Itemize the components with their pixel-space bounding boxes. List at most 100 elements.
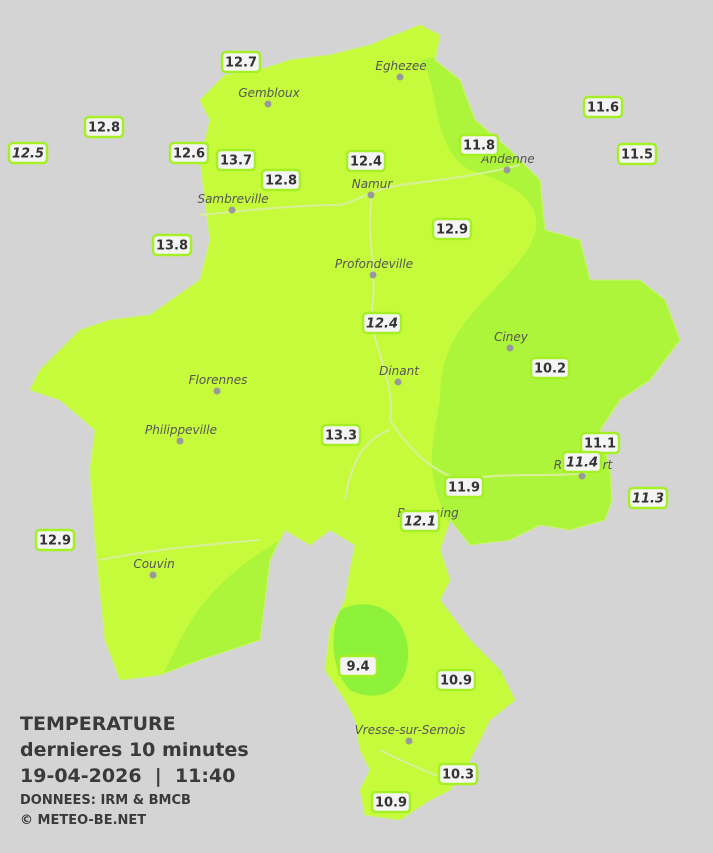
legend: TEMPERATURE dernieres 10 minutes 19-04-2… bbox=[20, 713, 249, 828]
station: 11.1 bbox=[579, 431, 621, 455]
station-value: 12.8 bbox=[265, 174, 297, 189]
legend-source: DONNEES: IRM & BMCB bbox=[20, 793, 191, 808]
station: 13.3 bbox=[320, 423, 362, 447]
station-value: 10.2 bbox=[534, 362, 566, 377]
city-dot bbox=[578, 472, 586, 480]
station: 12.5 bbox=[7, 141, 49, 165]
station: 12.7 bbox=[220, 50, 262, 74]
station: 11.3 bbox=[627, 486, 669, 510]
station-value: 10.9 bbox=[440, 674, 472, 689]
city-dot bbox=[369, 271, 377, 279]
station-value: 13.7 bbox=[220, 154, 252, 169]
station-value: 11.9 bbox=[448, 481, 480, 496]
station: 12.4 bbox=[361, 311, 403, 335]
station-box bbox=[443, 475, 485, 499]
station-box bbox=[34, 528, 76, 552]
station: 13.7 bbox=[215, 148, 257, 172]
stations: 12.7 12.8 12.5 12.6 13.7 12.8 12.4 11.6 11.8 11.5… bbox=[7, 50, 669, 814]
city-name: Philippeville bbox=[145, 423, 217, 437]
station: 12.9 bbox=[431, 217, 473, 241]
station-box bbox=[627, 486, 669, 510]
station-box bbox=[437, 762, 479, 786]
station-box bbox=[83, 115, 125, 139]
station-box bbox=[435, 668, 477, 692]
city-dot bbox=[264, 100, 272, 108]
city-name: Dinant bbox=[379, 364, 420, 378]
city-dot bbox=[228, 206, 236, 214]
station-box bbox=[215, 148, 257, 172]
city-dot bbox=[506, 344, 514, 352]
station: 11.9 bbox=[443, 475, 485, 499]
station-value: 12.9 bbox=[436, 223, 468, 238]
station-value: 12.5 bbox=[12, 147, 44, 162]
station-value: 12.6 bbox=[173, 147, 205, 162]
station-box bbox=[561, 450, 603, 474]
station: 10.9 bbox=[370, 790, 412, 814]
station-box bbox=[616, 142, 658, 166]
legend-title: TEMPERATURE bbox=[20, 713, 176, 735]
station: 12.8 bbox=[83, 115, 125, 139]
station-value: 11.1 bbox=[584, 437, 616, 452]
station-box bbox=[7, 141, 49, 165]
station-box bbox=[337, 654, 379, 678]
city-name: Namur bbox=[352, 177, 394, 191]
station: 12.6 bbox=[168, 141, 210, 165]
legend-subtitle: dernieres 10 minutes bbox=[20, 739, 249, 761]
legend-datetime: 19-04-2026 | 11:40 bbox=[20, 765, 235, 787]
city-dot bbox=[405, 737, 413, 745]
station-box bbox=[370, 790, 412, 814]
city-dot bbox=[503, 166, 511, 174]
station-box bbox=[529, 356, 571, 380]
station-box bbox=[458, 133, 500, 157]
city-dot bbox=[396, 73, 404, 81]
station-box bbox=[260, 168, 302, 192]
station: 10.2 bbox=[529, 356, 571, 380]
station-value: 13.3 bbox=[325, 429, 357, 444]
station: 13.8 bbox=[151, 233, 193, 257]
station-box bbox=[345, 149, 387, 173]
station-value: 13.8 bbox=[156, 239, 188, 254]
station-value: 12.4 bbox=[366, 317, 398, 332]
station-value: 9.4 bbox=[346, 660, 369, 675]
station-value: 12.1 bbox=[404, 515, 436, 530]
city-dot bbox=[394, 378, 402, 386]
station-box bbox=[168, 141, 210, 165]
station: 10.9 bbox=[435, 668, 477, 692]
station-box bbox=[151, 233, 193, 257]
station-box bbox=[320, 423, 362, 447]
station-box bbox=[399, 509, 441, 533]
station: 12.9 bbox=[34, 528, 76, 552]
city-name: Gembloux bbox=[238, 86, 300, 100]
station: 11.4 bbox=[561, 450, 603, 474]
city-name: Profondeville bbox=[335, 257, 413, 271]
city-dot bbox=[176, 437, 184, 445]
station-value: 10.9 bbox=[375, 796, 407, 811]
station-box bbox=[431, 217, 473, 241]
city-name: Couvin bbox=[133, 557, 174, 571]
city-name: Sambreville bbox=[197, 192, 268, 206]
station-box bbox=[582, 95, 624, 119]
station-value: 12.7 bbox=[225, 56, 257, 71]
station: 11.6 bbox=[582, 95, 624, 119]
station-box bbox=[220, 50, 262, 74]
station-value: 12.8 bbox=[88, 121, 120, 136]
city-dot bbox=[149, 571, 157, 579]
city-name: Eghezee bbox=[375, 59, 426, 73]
city-name: Florennes bbox=[189, 373, 248, 387]
station-box bbox=[361, 311, 403, 335]
station: 10.3 bbox=[437, 762, 479, 786]
station-value: 11.6 bbox=[587, 101, 619, 116]
temp-zone bbox=[360, 526, 465, 570]
station: 12.8 bbox=[260, 168, 302, 192]
station-value: 11.5 bbox=[621, 148, 653, 163]
station: 12.1 bbox=[399, 509, 441, 533]
city-name: Vresse-sur-Semois bbox=[355, 723, 466, 737]
station-value: 11.4 bbox=[566, 456, 598, 471]
station-value: 11.8 bbox=[463, 139, 495, 154]
city-dot bbox=[367, 191, 375, 199]
city-name: Ciney bbox=[494, 330, 529, 344]
station: 11.5 bbox=[616, 142, 658, 166]
station: 11.8 bbox=[458, 133, 500, 157]
legend-copyright: © METEO-BE.NET bbox=[20, 813, 146, 828]
